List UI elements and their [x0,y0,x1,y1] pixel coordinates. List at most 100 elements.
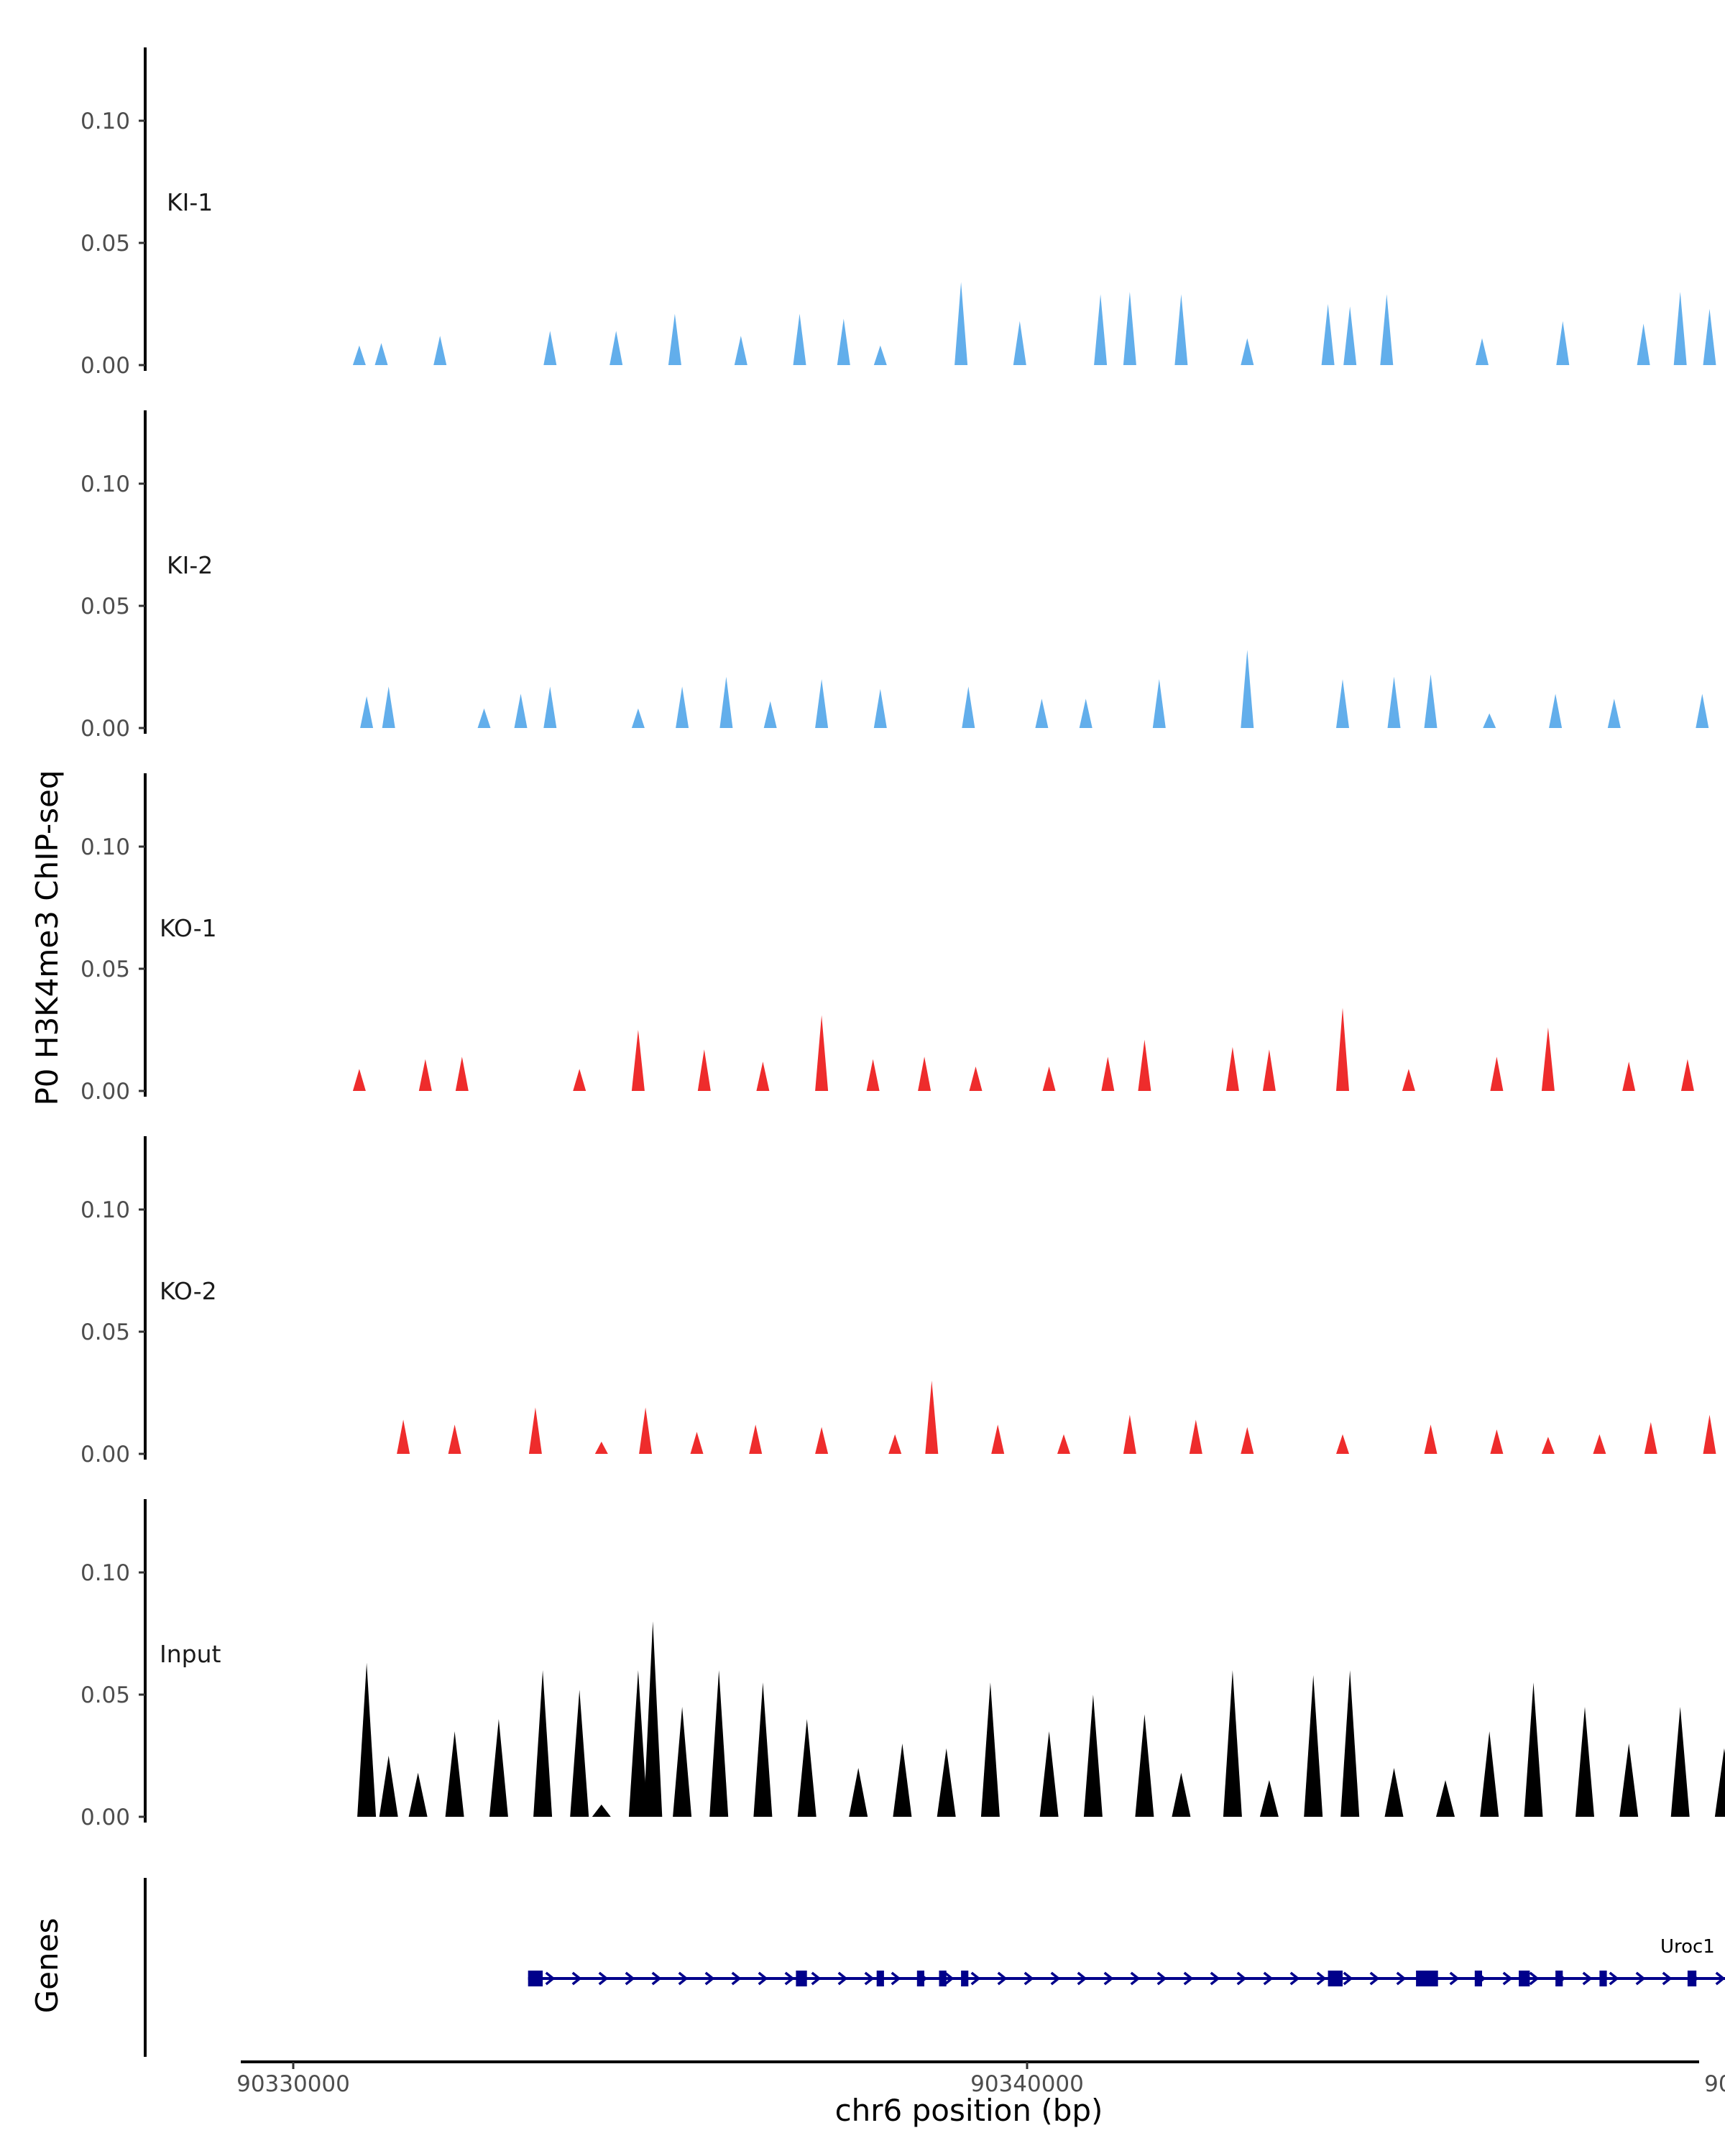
gene-name-label: Uroc1 [1660,1936,1715,1958]
track-label: KI-1 [167,188,213,216]
genes-track-title: Genes [29,1918,65,2014]
coverage-peak [1079,699,1092,728]
coverage-peak [1225,1046,1239,1091]
y-tick-label: 0.05 [80,957,130,982]
coverage-peak [697,1049,711,1091]
gene-uroc1: Uroc1 [528,1936,1725,1986]
coverage-peak [1172,1772,1191,1817]
y-tick-label: 0.05 [80,594,130,619]
coverage-peak [1541,1027,1555,1091]
strand-arrow [891,1971,901,1986]
coverage-peak [1101,1056,1115,1091]
coverage-peak [433,336,447,365]
coverage-peak [489,1719,508,1817]
coverage-peak [753,1682,773,1817]
y-tick-label: 0.10 [80,109,130,134]
gene-exon [1555,1971,1563,1986]
gene-exon [1599,1971,1607,1986]
coverage-peak [477,708,491,728]
coverage-peak [1259,1780,1279,1817]
track-ko-2: 0.00 0.05 0.10 KO-2 [80,1136,1716,1468]
y-tick-label: 0.00 [80,716,130,742]
track-label: Input [160,1640,221,1668]
coverage-peak [690,1432,704,1454]
coverage-peak [797,1719,816,1817]
strand-arrow [1289,1971,1300,1986]
coverage-peak [1135,1714,1154,1817]
coverage-peak [1480,1731,1499,1817]
y-tick-label: 0.00 [80,1805,130,1830]
coverage-peak [1424,674,1438,728]
coverage-peak [352,345,366,365]
strand-arrow [1156,1971,1167,1986]
coverage-peak [1123,1414,1136,1454]
track-label: KO-2 [160,1277,217,1305]
gene-exon [1416,1971,1438,1986]
coverage-peak [360,696,374,728]
coverage-peak [815,1015,829,1091]
strand-arrow [704,1971,715,1986]
coverage-peak [455,1056,469,1091]
y-tick-label: 0.05 [80,231,130,257]
coverage-peak [408,1772,428,1817]
track-label: KO-1 [160,914,217,942]
coverage-peak [719,676,733,728]
strand-arrow [1343,1971,1353,1986]
coverage-peak [893,1743,912,1817]
coverage-peak [873,688,887,728]
coverage-peak [709,1670,729,1817]
coverage-peak [374,343,388,365]
strand-arrow [1715,1971,1725,1986]
gene-exon [1519,1971,1530,1986]
track-ko-1: 0.00 0.05 0.10 KO-1 [80,773,1694,1105]
coverage-peak [734,336,748,365]
strand-arrow [1449,1971,1460,1986]
coverage-peak [418,1059,432,1091]
coverage-peak [925,1381,939,1454]
x-axis-title: chr6 position (bp) [835,2093,1103,2128]
strand-arrow [970,1971,981,1986]
coverage-peak [1057,1434,1070,1454]
coverage-peak [1673,292,1687,365]
strand-arrow [1369,1971,1380,1986]
coverage-peak [357,1662,377,1817]
coverage-peak [1549,694,1563,728]
track-ki-2: 0.00 0.05 0.10 KI-2 [80,410,1709,742]
coverage-peak [1304,1674,1323,1817]
strand-arrow [1609,1971,1619,1986]
coverage-peak [382,686,395,728]
coverage-peak [1223,1670,1242,1817]
coverage-peak [1380,294,1394,365]
coverage-peak [1576,1707,1594,1817]
coverage-peak [514,694,528,728]
strand-arrow [1130,1971,1141,1986]
coverage-peak [888,1434,902,1454]
coverage-peak [610,331,623,365]
y-tick-label: 0.05 [80,1319,130,1345]
x-tick-label: 90340000 [970,2071,1084,2097]
strand-arrow [811,1971,822,1986]
coverage-peak [749,1424,763,1454]
coverage-peak [628,1670,648,1817]
coverage-peak [1714,1748,1725,1817]
strand-arrow [625,1971,635,1986]
coverage-peak [866,1059,880,1091]
coverage-peak [631,1030,645,1091]
coverage-peak [1556,321,1570,365]
coverage-peak [1013,321,1026,365]
coverage-peak [1490,1429,1504,1454]
coverage-peak [980,1682,1000,1817]
coverage-peak [918,1056,932,1091]
gene-exon [876,1971,884,1986]
coverage-peak [639,1407,653,1454]
coverage-peak [1343,306,1357,365]
coverage-peak [1524,1682,1543,1817]
strand-arrow [784,1971,795,1986]
strand-arrow [545,1971,556,1986]
coverage-peak [1541,1437,1555,1454]
coverage-peak [1152,679,1166,728]
coverage-peak [1042,1067,1056,1091]
coverage-peak [379,1756,398,1817]
coverage-peak [1622,1061,1636,1091]
